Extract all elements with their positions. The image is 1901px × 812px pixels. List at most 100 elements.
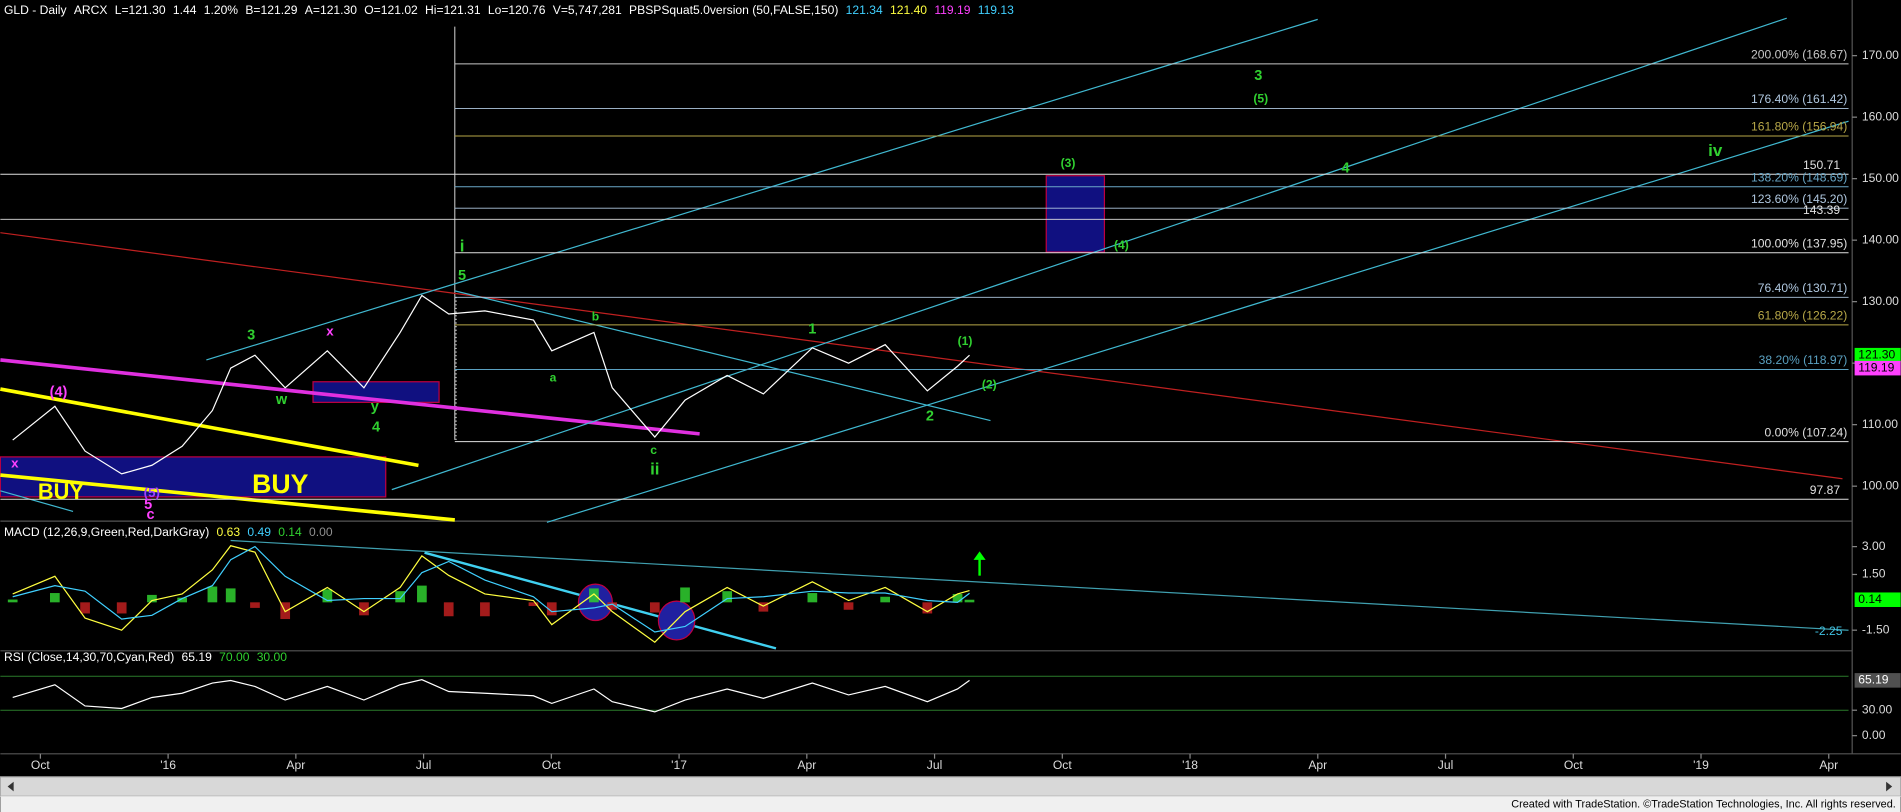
- x-tick-label: Oct: [1053, 758, 1072, 772]
- level-label: 200.00% (168.67): [1751, 48, 1847, 62]
- histogram-bar: [225, 588, 236, 603]
- y-tick-label: 110.00: [1862, 417, 1898, 431]
- series-line: [12, 294, 970, 475]
- wave-label: w: [275, 392, 288, 408]
- scrollbar[interactable]: [0, 776, 1901, 797]
- histogram-bar: [758, 602, 769, 612]
- series-line: [12, 545, 970, 644]
- histogram-bar: [207, 586, 218, 603]
- header-item: ARCX: [74, 3, 108, 17]
- x-tick-label: Oct: [542, 758, 561, 772]
- wave-label: 1: [808, 321, 816, 337]
- wave-label: 4: [1342, 160, 1350, 176]
- last-value-box: [1854, 592, 1901, 608]
- wave-label: a: [550, 370, 557, 384]
- histogram-bar: [443, 602, 454, 617]
- x-tick-label: Apr: [1819, 758, 1838, 772]
- histogram-bar: [177, 597, 188, 603]
- series-line: [12, 679, 970, 713]
- histogram-bar: [395, 591, 406, 603]
- wave-label: 3: [247, 328, 255, 344]
- wave-label: 2: [926, 409, 934, 425]
- wave-label: 5: [144, 497, 152, 513]
- header-item: 70.00: [219, 650, 250, 664]
- wave-label: c: [147, 507, 155, 523]
- wave-label: i: [460, 237, 465, 256]
- x-tick-label: '16: [160, 758, 176, 772]
- header-item: PBSPSquat5.0version (50,FALSE,150): [629, 3, 838, 17]
- header-item: 0.00: [309, 525, 333, 539]
- y-tick-label: 170.00: [1862, 48, 1899, 62]
- last-value-box: [1854, 360, 1901, 376]
- level-label: 143.39: [1803, 203, 1840, 217]
- header-item: B=121.29: [245, 3, 297, 17]
- histogram-bar: [116, 602, 127, 614]
- wave-label: c: [650, 443, 657, 457]
- level-label: 123.60% (145.20): [1751, 192, 1847, 206]
- y-tick-label: 1.50: [1862, 567, 1886, 581]
- y-tick-label: -1.50: [1862, 622, 1890, 636]
- y-tick-label: 160.00: [1862, 109, 1899, 123]
- histogram-bar: [880, 596, 891, 603]
- header-item: V=5,747,281: [553, 3, 622, 17]
- wave-label: (5): [1253, 92, 1268, 106]
- footer: Created with TradeStation. ©TradeStation…: [1511, 799, 1896, 811]
- header-item: GLD - Daily: [4, 3, 68, 17]
- y-tick-label: 140.00: [1862, 232, 1899, 246]
- level-label: 150.71: [1803, 158, 1840, 172]
- histogram-bar: [250, 602, 260, 608]
- drawings: [0, 17, 1849, 650]
- x-tick-label: Apr: [797, 758, 816, 772]
- header-item: 0.63: [217, 525, 241, 539]
- x-tick-label: Apr: [1308, 758, 1327, 772]
- histogram-bar: [417, 585, 427, 603]
- level-label: 176.40% (161.42): [1751, 92, 1847, 106]
- wave-label: b: [592, 310, 599, 324]
- histogram-bar: [952, 593, 963, 603]
- wave-label: (5): [144, 485, 160, 500]
- header-item: 0.49: [247, 525, 271, 539]
- header-item: 30.00: [257, 650, 288, 664]
- x-tick-label: Jul: [927, 758, 942, 772]
- last-value-label: 119.19: [1858, 360, 1894, 374]
- last-value-label: 121.30: [1858, 347, 1895, 361]
- histogram-bar: [147, 594, 157, 603]
- histogram-bar: [528, 602, 539, 607]
- level-label: 161.80% (156.94): [1751, 120, 1847, 134]
- level-label: 97.87: [1810, 483, 1841, 497]
- wave-label: ii: [650, 460, 659, 479]
- histogram-bar: [680, 587, 690, 603]
- histogram-bar: [49, 593, 60, 603]
- header-item: 119.13: [978, 3, 1014, 17]
- wave-label: iv: [1708, 141, 1723, 160]
- y-tick-label: 30.00: [1862, 702, 1893, 716]
- status-bar: [0, 796, 1901, 812]
- header-item: 1.44: [173, 3, 197, 17]
- header-item: 121.40: [890, 3, 927, 17]
- y-tick-label: 3.00: [1862, 539, 1886, 553]
- header-item: A=121.30: [305, 3, 357, 17]
- wave-label: BUY: [38, 479, 84, 504]
- level-label: 138.20% (148.69): [1751, 170, 1847, 184]
- x-tick-label: Oct: [31, 758, 50, 772]
- last-value-box: [1854, 347, 1901, 363]
- last-value-label: 65.19: [1858, 673, 1889, 687]
- histogram-bar: [807, 593, 818, 603]
- pane-frame: [0, 0, 1901, 755]
- header-item: 65.19: [182, 650, 213, 664]
- header-item: 119.19: [934, 3, 970, 17]
- histogram-bar: [589, 588, 599, 603]
- wave-label: y: [371, 399, 379, 415]
- y-tick-label: 150.00: [1862, 171, 1899, 185]
- pane: 100.00 110.00 1 2 0.00 130.00 140.00 150.00 160.…: [0, 48, 1901, 772]
- y-tick-label: 100.00: [1862, 478, 1899, 492]
- wave-label: (2): [982, 378, 997, 392]
- x-tick-label: '17: [671, 758, 687, 772]
- wave-label: (4): [50, 385, 68, 401]
- level-label: 76.40% (130.71): [1758, 281, 1848, 295]
- value-annotation: -2.25: [1815, 624, 1843, 638]
- level-label: 0.00% (107.24): [1765, 425, 1848, 439]
- histogram-bar: [546, 602, 557, 616]
- indicator-header: MACD (12,26,9,Green,Red,DarkGray) 0.63 0.4…: [4, 525, 333, 539]
